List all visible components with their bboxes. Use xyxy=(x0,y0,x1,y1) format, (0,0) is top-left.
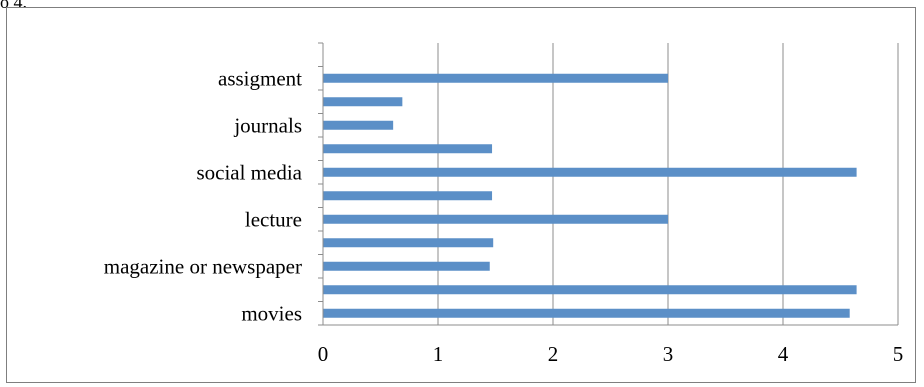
x-tick-label-2: 2 xyxy=(548,342,559,366)
bar-3 xyxy=(323,238,494,248)
bar-8 xyxy=(323,120,394,130)
y-tick-label: movies xyxy=(241,301,302,325)
bar-0 xyxy=(323,308,850,318)
y-tick-labels: movies magazine or newspaper lecture social… xyxy=(104,66,303,325)
x-tick-labels: 0 1 2 3 4 5 xyxy=(318,342,904,366)
chart-frame xyxy=(6,7,916,383)
y-tick-label: lecture xyxy=(245,207,302,231)
bar-7 xyxy=(323,144,493,154)
x-tick-label-3: 3 xyxy=(663,342,674,366)
x-tick-label-0: 0 xyxy=(318,342,329,366)
bar-5 xyxy=(323,191,493,201)
y-tick-label: journals xyxy=(233,113,302,137)
bar-4 xyxy=(323,214,668,224)
gridlines xyxy=(437,43,899,325)
y-tick-label: magazine or newspaper xyxy=(104,254,302,278)
y-tick-label: social media xyxy=(196,160,302,184)
x-tick-label-4: 4 xyxy=(778,342,789,366)
stray-text: ó 4. xyxy=(0,0,27,12)
bar-2 xyxy=(323,261,490,271)
bar-10 xyxy=(323,73,668,83)
y-tick-label: assigment xyxy=(218,66,302,90)
bar-6 xyxy=(323,167,857,177)
y-axis xyxy=(318,42,898,326)
bars xyxy=(323,73,857,318)
bar-9 xyxy=(323,97,403,107)
bar-1 xyxy=(323,285,857,295)
x-tick-label-1: 1 xyxy=(433,342,444,366)
x-tick-label-5: 5 xyxy=(893,342,904,366)
